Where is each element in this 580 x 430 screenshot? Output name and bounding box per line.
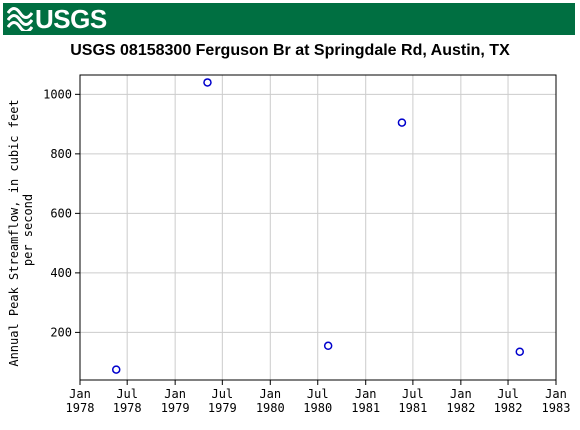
x-tick-label-month: Jan <box>259 387 281 401</box>
x-tick-label-year: 1980 <box>303 401 332 415</box>
data-points <box>111 78 525 374</box>
x-axis-ticks: Jan1978Jul1978Jan1979Jul1979Jan1980Jul19… <box>66 380 571 415</box>
chart-title: USGS 08158300 Ferguson Br at Springdale … <box>70 42 510 59</box>
y-tick-label: 400 <box>50 266 72 280</box>
peak-flow-point[interactable] <box>111 365 121 374</box>
y-axis-label-line2: per second <box>21 194 35 266</box>
usgs-logo-text: USGS <box>35 4 107 34</box>
y-tick-label: 600 <box>50 206 72 220</box>
usgs-banner-bar: USGS <box>3 3 575 35</box>
x-tick-label-year: 1982 <box>494 401 523 415</box>
peak-flow-point[interactable] <box>397 118 407 127</box>
x-tick-label-month: Jan <box>164 387 186 401</box>
usgs-logo[interactable]: USGS <box>7 5 107 33</box>
y-axis-label-line1: Annual Peak Streamflow, in cubic feet <box>7 99 21 366</box>
x-tick-label-year: 1978 <box>113 401 142 415</box>
x-tick-label-month: Jul <box>211 387 233 401</box>
x-tick-label-year: 1978 <box>66 401 95 415</box>
x-tick-label-year: 1979 <box>208 401 237 415</box>
x-tick-label-month: Jan <box>69 387 91 401</box>
peak-flow-point[interactable] <box>203 78 212 87</box>
x-tick-label-year: 1981 <box>351 401 380 415</box>
y-tick-label: 800 <box>50 147 72 161</box>
x-tick-label-year: 1979 <box>161 401 190 415</box>
y-axis-ticks: 200 400 600 800 1000 <box>43 87 80 339</box>
x-tick-label-year: 1983 <box>542 401 571 415</box>
x-tick-label-month: Jul <box>402 387 424 401</box>
usgs-wave-icon <box>7 7 33 31</box>
peak-flow-point[interactable] <box>515 347 525 356</box>
y-tick-label: 1000 <box>43 87 72 101</box>
x-tick-label-month: Jul <box>307 387 329 401</box>
x-tick-label-year: 1982 <box>446 401 475 415</box>
x-tick-label-month: Jan <box>545 387 567 401</box>
x-tick-label-year: 1981 <box>398 401 427 415</box>
x-tick-label-month: Jan <box>355 387 377 401</box>
usgs-banner: USGS <box>0 0 580 38</box>
grid-layer <box>79 75 557 380</box>
x-tick-label-year: 1980 <box>256 401 285 415</box>
x-tick-label-month: Jul <box>116 387 138 401</box>
peak-flow-point[interactable] <box>323 341 333 351</box>
x-tick-label-month: Jan <box>450 387 472 401</box>
x-tick-label-month: Jul <box>497 387 519 401</box>
y-tick-label: 200 <box>50 325 72 339</box>
